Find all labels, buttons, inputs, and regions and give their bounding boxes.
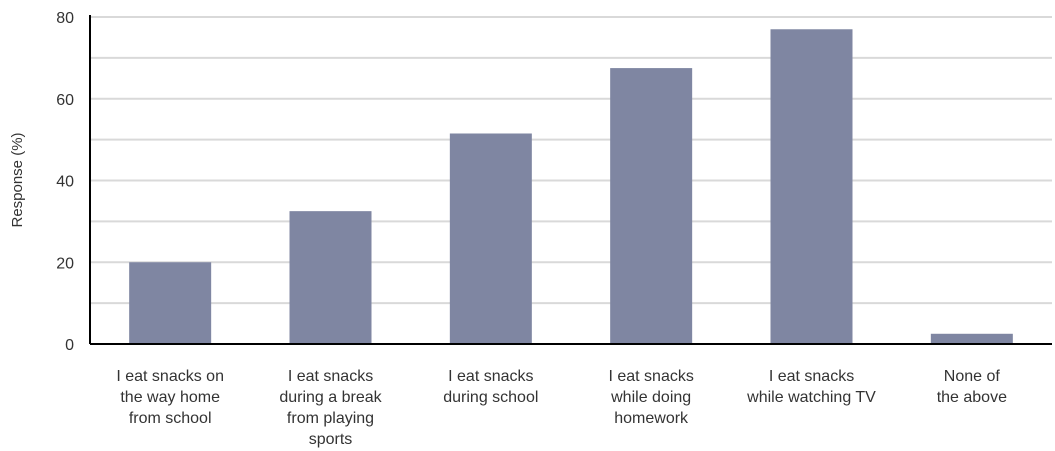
category-label: I eat snacks during school (443, 368, 538, 406)
category-label: None of the above (937, 368, 1007, 406)
bar (129, 262, 212, 344)
y-tick-label: 80 (56, 10, 74, 27)
bar (610, 68, 693, 344)
bar (449, 133, 532, 344)
category-label: I eat snacks during a break from playing sp… (279, 368, 382, 448)
bar (930, 333, 1013, 344)
y-tick-label: 60 (56, 92, 74, 109)
category-label: I eat snacks while watching TV (746, 368, 876, 406)
bar (770, 29, 853, 344)
bar (289, 211, 372, 344)
category-labels: I eat snacks on the way home from school I … (116, 368, 1007, 448)
gridlines (90, 16, 1052, 305)
bars (129, 29, 1013, 344)
y-tick-label: 40 (56, 174, 74, 191)
y-axis-title: Response (%) (9, 132, 26, 227)
category-label: I eat snacks on the way home from school (116, 368, 224, 427)
y-tick-labels: 0 20 40 60 80 (56, 10, 74, 354)
y-tick-label: 0 (65, 337, 74, 354)
category-label: I eat snacks while doing homework (608, 368, 693, 427)
y-tick-label: 20 (56, 255, 74, 272)
